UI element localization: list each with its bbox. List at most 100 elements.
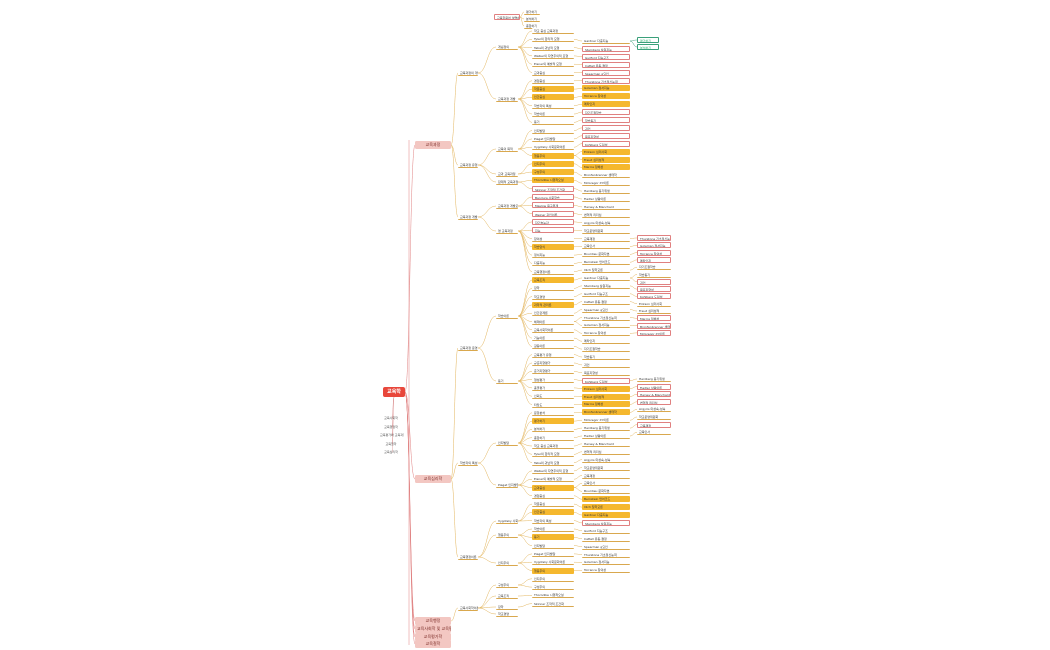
root-node[interactable]: 교육학 (383, 387, 405, 397)
top-option-1[interactable]: 분석하기 (524, 16, 540, 22)
level4-node-32[interactable]: 학교경영 (532, 293, 574, 300)
level4-node-67[interactable]: 구성주의 (532, 584, 574, 591)
level5-node-55[interactable]: 교육재정 (582, 472, 630, 479)
level4-node-3[interactable]: Walker의 자연주의적 모형 (532, 52, 574, 59)
level4-node-39[interactable]: 교육평가 유형 (532, 351, 574, 358)
level4-node-50[interactable]: 학교 중심 교육과정 (532, 443, 574, 449)
category-5[interactable]: 교육철학 (415, 640, 451, 648)
level5-node-63[interactable]: Cattell 유동·결정 (582, 535, 630, 542)
level2-node-4[interactable]: 학습자의 특성 (458, 460, 478, 466)
level4-node-9[interactable]: 학습자의 특성 (532, 102, 574, 109)
level4-node-38[interactable]: 갈등이론 (532, 343, 574, 350)
level6-node-9[interactable]: Erikson 심리사회 (637, 300, 671, 307)
level5-node-67[interactable]: Torrance 창의성 (582, 567, 630, 574)
level4-node-2[interactable]: Taba의 귀납적 모형 (532, 44, 574, 51)
level6-node-10[interactable]: Freud 심리성적 (637, 308, 671, 314)
level5-node-44[interactable]: Erikson 심리사회 (582, 385, 630, 392)
level5-node-1[interactable]: Sternberg 삼원지능 (582, 45, 630, 52)
top-option-0[interactable]: 평가하기 (524, 9, 540, 15)
left-item-1[interactable]: 교육행정학 (384, 424, 398, 429)
level4-node-14[interactable]: Vygotsky 사회문화이론 (532, 144, 574, 151)
level4-node-15[interactable]: 행동주의 (532, 152, 574, 159)
level5-node-12[interactable]: 목표지향성 (582, 132, 630, 139)
level3-node-16[interactable]: 장학 (496, 604, 518, 610)
level4-node-42[interactable]: 형성평가 (532, 376, 574, 383)
level4-node-35[interactable]: 체제이론 (532, 318, 574, 325)
level4-node-19[interactable]: Skinner 조작적 조건화 (532, 185, 574, 192)
level5-node-11[interactable]: 귀인 (582, 124, 630, 131)
level3-node-11[interactable]: Vygotsky 사회문화이론 (496, 518, 518, 524)
level5-node-35[interactable]: Thurstone 기초정신능력 (582, 314, 630, 321)
level5-node-51[interactable]: Hersey & Blanchard (582, 440, 630, 447)
level6-node-6[interactable]: 귀인 (637, 278, 671, 285)
level5-node-28[interactable]: Bernstein 언어코드 (582, 259, 630, 266)
level3-node-5[interactable]: 교육과정 개발모형 (496, 203, 518, 209)
level4-node-22[interactable]: Weiner 귀인이론 (532, 210, 574, 217)
level5-node-42[interactable]: 목표지향성 (582, 369, 630, 376)
level5-node-16[interactable]: Marcia 정체성 (582, 164, 630, 171)
level5-node-65[interactable]: Thurstone 기초정신능력 (582, 551, 630, 558)
level5-node-59[interactable]: Illich 탈학교론 (582, 504, 630, 511)
level5-node-43[interactable]: Kohlberg 도덕성 (582, 377, 630, 384)
level6-node-3[interactable]: 메타인지 (637, 256, 671, 263)
level6-node-11[interactable]: Marcia 정체성 (637, 315, 671, 322)
level5-node-13[interactable]: Kohlberg 도덕성 (582, 140, 630, 147)
level4-node-40[interactable]: 규준지향평가 (532, 360, 574, 366)
level4-node-54[interactable]: Eisner의 예술적 모형 (532, 476, 574, 483)
level5-node-53[interactable]: Argyris 미성숙-성숙 (582, 456, 630, 463)
level4-node-51[interactable]: Tyler의 합리적 모형 (532, 451, 574, 458)
level5-node-36[interactable]: Goleman 정서지능 (582, 322, 630, 329)
tag-0[interactable]: 평가하기 (637, 37, 659, 43)
level5-node-31[interactable]: Sternberg 삼원지능 (582, 282, 630, 289)
level5-node-61[interactable]: Sternberg 삼원지능 (582, 519, 630, 526)
level3-node-9[interactable]: 인지발달 (496, 440, 518, 446)
level6-node-2[interactable]: Torrance 창의성 (637, 249, 671, 256)
level5-node-10[interactable]: 학습동기 (582, 117, 630, 123)
level4-node-43[interactable]: 총괄평가 (532, 384, 574, 391)
level3-node-7[interactable]: 학습이론 (496, 313, 518, 319)
category-1[interactable]: 교육심리학 (415, 475, 451, 483)
level3-node-13[interactable]: 인지주의 (496, 560, 518, 566)
level6-node-15[interactable]: Fiedler 상황이론 (637, 383, 671, 390)
level6-node-5[interactable]: 학습동기 (637, 271, 671, 278)
level4-node-61[interactable]: 동기 (532, 534, 574, 541)
level4-node-27[interactable]: 정서지능 (532, 252, 574, 259)
level5-node-56[interactable]: 교육인사 (582, 480, 630, 487)
level4-node-44[interactable]: 신뢰도 (532, 393, 574, 400)
level5-node-60[interactable]: Gardner 다중지능 (582, 512, 630, 518)
level5-node-64[interactable]: Spearman g요인 (582, 543, 630, 550)
level5-node-17[interactable]: Bronfenbrenner 생태학 (582, 172, 630, 179)
level5-node-30[interactable]: Gardner 다중지능 (582, 275, 630, 281)
level5-node-39[interactable]: 자기조절학습 (582, 346, 630, 353)
level4-node-34[interactable]: 인간관계론 (532, 310, 574, 317)
level4-node-20[interactable]: Bandura 사회학습 (532, 194, 574, 200)
level4-node-66[interactable]: 인지주의 (532, 575, 574, 582)
level4-node-60[interactable]: 학습이론 (532, 526, 574, 532)
level3-node-14[interactable]: 구성주의 (496, 582, 518, 588)
level5-node-37[interactable]: Torrance 창의성 (582, 330, 630, 337)
level6-node-18[interactable]: Argyris 미성숙-성숙 (637, 406, 671, 413)
level4-node-68[interactable]: Thorndike 시행착오설 (532, 592, 574, 599)
level5-node-41[interactable]: 귀인 (582, 361, 630, 368)
level5-node-29[interactable]: Illich 탈학교론 (582, 267, 630, 274)
level5-node-7[interactable]: Torrance 창의성 (582, 93, 630, 100)
level4-node-56[interactable]: 경험중심 (532, 492, 574, 499)
level5-node-19[interactable]: Herzberg 동기위생 (582, 188, 630, 195)
left-item-3[interactable]: 교육철학 (385, 441, 397, 446)
level5-node-0[interactable]: Gardner 다중지능 (582, 38, 630, 44)
level5-node-4[interactable]: Spearman g요인 (582, 69, 630, 76)
level5-node-49[interactable]: Herzberg 동기위생 (582, 425, 630, 432)
level5-node-18[interactable]: McGregor XY이론 (582, 180, 630, 187)
level4-node-13[interactable]: Piaget 인지발달 (532, 135, 574, 142)
left-item-0[interactable]: 교육사회학 (384, 416, 398, 420)
level4-node-64[interactable]: Vygotsky 사회문화이론 (532, 559, 574, 566)
level6-node-19[interactable]: 학교운영위원회 (637, 414, 671, 420)
level4-node-28[interactable]: 다중지능 (532, 260, 574, 267)
level6-node-0[interactable]: Thurstone 기초정신능력 (637, 235, 671, 241)
level5-node-20[interactable]: Fiedler 상황이론 (582, 196, 630, 202)
level3-node-1[interactable]: 교육과정 개발 (496, 96, 518, 102)
level4-node-45[interactable]: 타당도 (532, 401, 574, 408)
level4-node-69[interactable]: Skinner 조작적 조건화 (532, 600, 574, 607)
level5-node-22[interactable]: 변혁적 리더십 (582, 211, 630, 218)
level4-node-47[interactable]: 평가하기 (532, 418, 574, 425)
